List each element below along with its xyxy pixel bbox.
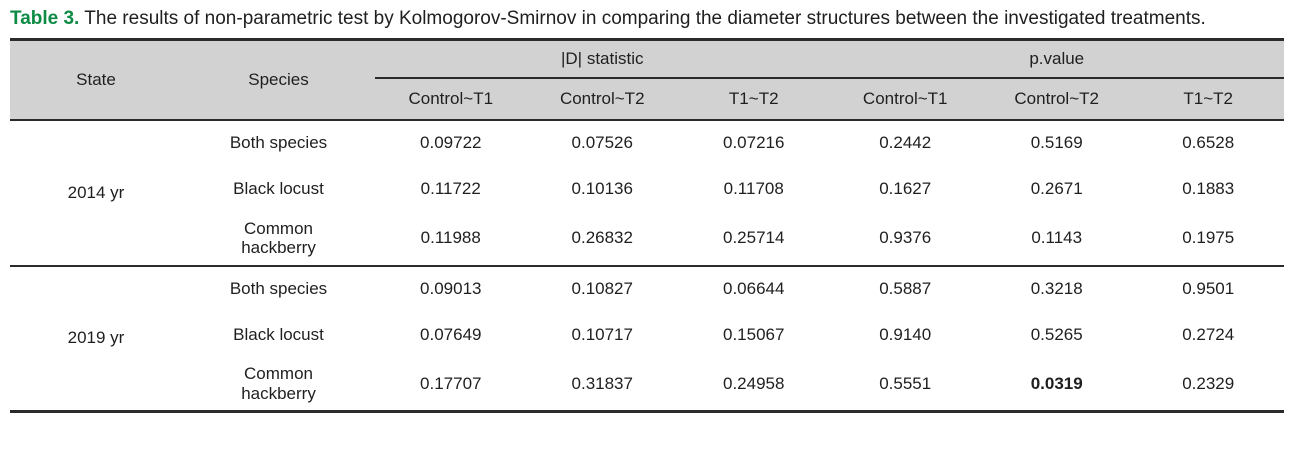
value-cell: 0.25714 <box>723 228 785 248</box>
value-cell: 0.09013 <box>375 264 527 312</box>
value-cell: 0.3218 <box>980 264 1133 312</box>
results-table: State Species |D| statistic p.value Cont… <box>10 38 1284 414</box>
value-cell: 0.10717 <box>571 324 633 344</box>
value-cell: 0.5169 <box>1030 133 1083 153</box>
species-cell: Black locust <box>233 324 324 344</box>
value-cell: 0.11708 <box>723 178 784 198</box>
species-cell: Both species <box>229 133 328 153</box>
value-cell: 0.31837 <box>571 373 633 393</box>
header-group-d-statistic: |D| statistic <box>375 39 830 79</box>
section-2019: 2019 yr Both species 0.09013 0.10827 0.0… <box>10 264 1284 412</box>
value-cell: 0.07526 <box>571 133 633 153</box>
value-cell: 0.11722 <box>420 178 481 198</box>
table-header: State Species |D| statistic p.value Cont… <box>10 39 1284 121</box>
value-cell: 0.2442 <box>879 133 932 153</box>
state-cell: 2014 yr <box>67 182 125 202</box>
species-cell: Common hackberry <box>241 364 316 403</box>
value-cell: 0.5265 <box>1030 324 1083 344</box>
table-row: Common hackberry 0.11988 0.26832 0.25714… <box>10 212 1284 266</box>
table-row: 2019 yr Both species 0.09013 0.10827 0.0… <box>10 264 1284 412</box>
value-cell: 0.6528 <box>1182 133 1235 153</box>
value-cell: 0.06644 <box>677 264 830 312</box>
value-cell: 0.07216 <box>723 133 785 153</box>
value-cell: 0.9376 <box>879 228 932 248</box>
species-cell: Both species <box>182 264 376 312</box>
value-cell: 0.07649 <box>420 324 482 344</box>
table-row: Common hackberry 0.17707 0.31837 0.24958… <box>10 358 1284 412</box>
value-cell: 0.2724 <box>1182 324 1235 344</box>
value-cell: 0.24958 <box>723 373 785 393</box>
subheader-p-control-t1: Control~T1 <box>829 77 981 121</box>
value-cell: 0.11988 <box>420 228 481 248</box>
table-row: Black locust 0.07649 0.10717 0.15067 0.9… <box>10 312 1284 358</box>
header-species: Species <box>182 39 376 121</box>
species-cell: Common hackberry <box>241 218 316 258</box>
caption-label: Table 3. <box>10 8 80 29</box>
value-cell: 0.1975 <box>1182 228 1235 248</box>
value-cell: 0.15067 <box>723 324 785 344</box>
subheader-p-control-t2: Control~T2 <box>980 77 1133 121</box>
table-caption: Table 3. The results of non-parametric t… <box>10 6 1284 31</box>
value-cell: 0.1883 <box>1182 178 1235 198</box>
subheader-d-control-t1: Control~T1 <box>375 77 527 121</box>
value-cell: 0.10136 <box>571 178 633 198</box>
state-cell: 2019 yr <box>10 264 182 412</box>
species-cell: Black locust <box>233 178 324 198</box>
section-2014: 2014 yr Both species 0.09722 0.07526 0.0… <box>10 120 1284 266</box>
header-sub-row: Control~T1 Control~T2 T1~T2 Control~T1 C… <box>10 77 1284 121</box>
value-cell: 0.1627 <box>879 178 932 198</box>
value-cell-significant: 0.0319 <box>1030 373 1083 393</box>
header-state: State <box>10 39 182 121</box>
value-cell: 0.9140 <box>879 324 932 344</box>
subheader-p-t1-t2: T1~T2 <box>1132 77 1284 121</box>
value-cell: 0.10827 <box>526 264 678 312</box>
value-cell: 0.5551 <box>879 373 932 393</box>
subheader-d-t1-t2: T1~T2 <box>677 77 830 121</box>
value-cell: 0.9501 <box>1132 264 1284 312</box>
value-cell: 0.2671 <box>1030 178 1083 198</box>
header-group-row: State Species |D| statistic p.value <box>10 39 1284 121</box>
header-group-p-value: p.value <box>829 39 1284 79</box>
table-row: 2014 yr Both species 0.09722 0.07526 0.0… <box>10 120 1284 202</box>
subheader-d-control-t2: Control~T2 <box>526 77 678 121</box>
value-cell: 0.5887 <box>829 264 981 312</box>
value-cell: 0.2329 <box>1182 373 1235 393</box>
table-row: Black locust 0.11722 0.10136 0.11708 0.1… <box>10 166 1284 212</box>
value-cell: 0.1143 <box>1031 228 1083 248</box>
value-cell: 0.26832 <box>571 228 633 248</box>
caption-text: The results of non-parametric test by Ko… <box>84 8 1206 29</box>
value-cell: 0.09722 <box>420 133 482 153</box>
value-cell: 0.17707 <box>420 373 482 393</box>
page: Table 3. The results of non-parametric t… <box>10 6 1284 414</box>
